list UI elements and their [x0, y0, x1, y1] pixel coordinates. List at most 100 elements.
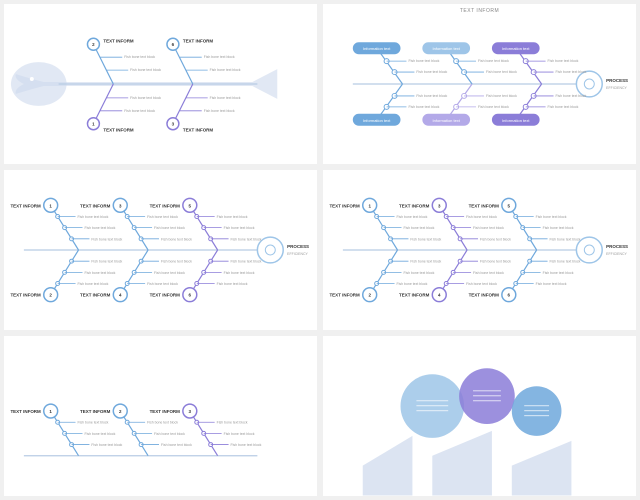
svg-text:Fish bone text block: Fish bone text block	[548, 105, 579, 109]
svg-text:Fish bone text block: Fish bone text block	[217, 421, 248, 425]
svg-text:Fish bone text block: Fish bone text block	[403, 226, 434, 230]
svg-text:Fish bone text block: Fish bone text block	[473, 271, 504, 275]
svg-text:Fish bone text block: Fish bone text block	[154, 271, 185, 275]
svg-text:Information text: Information text	[502, 118, 530, 123]
fishbone-svg: PROCESS EFFICIENCY Fish bone text block F…	[4, 170, 317, 330]
svg-text:Fish bone text block: Fish bone text block	[154, 226, 185, 230]
svg-text:Fish bone text block: Fish bone text block	[543, 226, 574, 230]
svg-text:Fish bone text block: Fish bone text block	[480, 260, 511, 264]
svg-text:TEXT INFORM: TEXT INFORM	[80, 409, 111, 414]
bone-label: TEXT INFORM	[103, 38, 134, 43]
circles-group	[401, 368, 562, 438]
sub-label: Fish bone text block	[204, 109, 235, 113]
panel-fishbone-numbered-a: PROCESS EFFICIENCY Fish bone text block F…	[4, 170, 317, 330]
sub-label: Fish bone text block	[130, 68, 161, 72]
bone-bottom-1: 1 TEXT INFORM Fish bone text block Fish …	[87, 84, 161, 133]
head-label: PROCESS	[606, 78, 628, 83]
svg-text:Fish bone text block: Fish bone text block	[84, 271, 115, 275]
svg-text:Fish bone text block: Fish bone text block	[91, 260, 122, 264]
bone-top-2: 6 TEXT INFORM Fish bone text block Fish …	[167, 38, 241, 84]
svg-text:Fish bone text block: Fish bone text block	[147, 282, 178, 286]
svg-text:Fish bone text block: Fish bone text block	[231, 260, 262, 264]
svg-text:Fish bone text block: Fish bone text block	[408, 59, 439, 63]
panel-fishbone-pills: TEXT INFORM PROCESS EFFICIENCY Informati…	[323, 4, 636, 164]
svg-text:Fish bone text block: Fish bone text block	[556, 94, 587, 98]
svg-text:Information text: Information text	[363, 46, 391, 51]
svg-text:PROCESS: PROCESS	[287, 244, 309, 249]
svg-text:Fish bone text block: Fish bone text block	[486, 94, 517, 98]
svg-text:Fish bone text block: Fish bone text block	[161, 443, 192, 447]
svg-text:Fish bone text block: Fish bone text block	[78, 215, 109, 219]
svg-text:TEXT INFORM: TEXT INFORM	[469, 203, 500, 208]
svg-text:TEXT INFORM: TEXT INFORM	[469, 293, 500, 298]
svg-text:Fish bone text block: Fish bone text block	[84, 432, 115, 436]
svg-text:Fish bone text block: Fish bone text block	[161, 260, 192, 264]
svg-text:TEXT INFORM: TEXT INFORM	[399, 203, 430, 208]
svg-text:Fish bone text block: Fish bone text block	[154, 432, 185, 436]
bg-shapes	[363, 431, 572, 496]
svg-text:Fish bone text block: Fish bone text block	[410, 237, 441, 241]
svg-text:Information text: Information text	[433, 118, 461, 123]
svg-text:Information text: Information text	[502, 46, 530, 51]
panel-fishbone-numbered-b: PROCESS EFFICIENCY Fish bone text block F…	[323, 170, 636, 330]
svg-text:Fish bone text block: Fish bone text block	[403, 271, 434, 275]
svg-text:Fish bone text block: Fish bone text block	[78, 282, 109, 286]
svg-text:Fish bone text block: Fish bone text block	[416, 94, 447, 98]
template-grid: 2 TEXT INFORM Fish bone text block Fish …	[0, 0, 640, 500]
svg-text:Fish bone text block: Fish bone text block	[466, 282, 497, 286]
svg-text:Fish bone text block: Fish bone text block	[217, 282, 248, 286]
svg-text:Fish bone text block: Fish bone text block	[91, 237, 122, 241]
sub-label: Fish bone text block	[210, 68, 241, 72]
svg-text:TEXT INFORM: TEXT INFORM	[329, 203, 360, 208]
svg-text:TEXT INFORM: TEXT INFORM	[150, 203, 181, 208]
svg-text:Fish bone text block: Fish bone text block	[91, 443, 122, 447]
svg-text:Fish bone text block: Fish bone text block	[536, 282, 567, 286]
svg-text:Fish bone text block: Fish bone text block	[486, 70, 517, 74]
svg-text:Fish bone text block: Fish bone text block	[147, 421, 178, 425]
svg-text:Fish bone text block: Fish bone text block	[543, 271, 574, 275]
bone-top-1: 2 TEXT INFORM Fish bone text block Fish …	[87, 38, 161, 84]
svg-text:TEXT INFORM: TEXT INFORM	[10, 203, 41, 208]
svg-text:Fish bone text block: Fish bone text block	[548, 59, 579, 63]
svg-text:TEXT INFORM: TEXT INFORM	[150, 293, 181, 298]
svg-text:EFFICIENCY: EFFICIENCY	[606, 252, 627, 256]
svg-text:Fish bone text block: Fish bone text block	[147, 215, 178, 219]
svg-text:Fish bone text block: Fish bone text block	[550, 260, 581, 264]
svg-text:TEXT INFORM: TEXT INFORM	[10, 293, 41, 298]
svg-text:Fish bone text block: Fish bone text block	[231, 237, 262, 241]
svg-text:Fish bone text block: Fish bone text block	[480, 237, 511, 241]
svg-text:Fish bone text block: Fish bone text block	[466, 215, 497, 219]
svg-text:Fish bone text block: Fish bone text block	[408, 105, 439, 109]
svg-text:Fish bone text block: Fish bone text block	[231, 443, 262, 447]
svg-text:Fish bone text block: Fish bone text block	[473, 226, 504, 230]
svg-text:Information text: Information text	[433, 46, 461, 51]
bone-label: TEXT INFORM	[183, 38, 214, 43]
panel-header: TEXT INFORM	[460, 8, 499, 14]
svg-text:Information text: Information text	[363, 118, 391, 123]
panel-circles-shapes	[323, 336, 636, 496]
bone-label: TEXT INFORM	[183, 128, 214, 133]
svg-text:TEXT INFORM: TEXT INFORM	[10, 409, 41, 414]
panel-fishbone-partial: Fish bone text block Fish bone text block…	[4, 336, 317, 496]
svg-text:Fish bone text block: Fish bone text block	[217, 215, 248, 219]
sub-label: Fish bone text block	[124, 55, 155, 59]
bone-bottom-2: 3 TEXT INFORM Fish bone text block Fish …	[167, 84, 241, 133]
svg-text:Fish bone text block: Fish bone text block	[536, 215, 567, 219]
sub-label: Fish bone text block	[204, 55, 235, 59]
svg-text:Fish bone text block: Fish bone text block	[224, 271, 255, 275]
sub-label: Fish bone text block	[130, 96, 161, 100]
svg-text:TEXT INFORM: TEXT INFORM	[329, 293, 360, 298]
svg-text:TEXT INFORM: TEXT INFORM	[399, 293, 430, 298]
svg-text:Fish bone text block: Fish bone text block	[478, 105, 509, 109]
svg-text:Fish bone text block: Fish bone text block	[397, 215, 428, 219]
svg-text:Fish bone text block: Fish bone text block	[161, 237, 192, 241]
svg-text:Fish bone text block: Fish bone text block	[78, 421, 109, 425]
head-sublabel: EFFICIENCY	[606, 86, 627, 90]
panel-fish-silhouette: 2 TEXT INFORM Fish bone text block Fish …	[4, 4, 317, 164]
sub-label: Fish bone text block	[124, 109, 155, 113]
sub-label: Fish bone text block	[210, 96, 241, 100]
svg-text:Fish bone text block: Fish bone text block	[410, 260, 441, 264]
svg-text:Fish bone text block: Fish bone text block	[550, 237, 581, 241]
svg-text:PROCESS: PROCESS	[606, 244, 628, 249]
svg-text:EFFICIENCY: EFFICIENCY	[287, 252, 308, 256]
